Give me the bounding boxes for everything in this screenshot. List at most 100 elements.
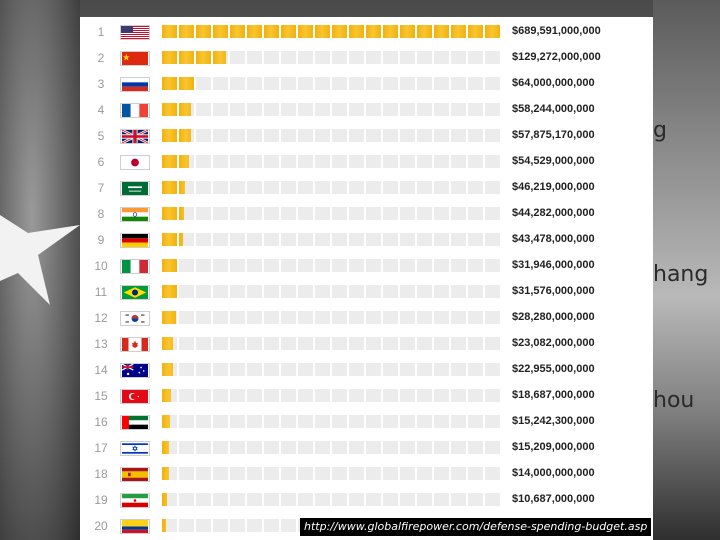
flag-spain-icon (120, 467, 150, 482)
rank-label: 17 (94, 441, 108, 455)
bar-value-label: $15,242,300,000 (512, 415, 595, 427)
bar-track (162, 155, 502, 168)
rank-label: 11 (94, 285, 108, 299)
bar-track (162, 389, 502, 402)
flag-italy-icon (120, 259, 150, 274)
bar (162, 441, 169, 454)
bar-track (162, 181, 502, 194)
rank-label: 2 (97, 51, 105, 65)
chart-row: 10 $31,946,000,000 (80, 252, 653, 278)
bar (162, 519, 166, 532)
bar (162, 493, 167, 506)
bar-track (162, 337, 502, 350)
bar-value-label: $44,282,000,000 (512, 207, 595, 219)
rank-label: 8 (97, 207, 105, 221)
bar-track (162, 311, 502, 324)
background-word-1: g (653, 118, 667, 143)
chart-row: 18 $14,000,000,000 (80, 460, 653, 486)
rank-label: 18 (94, 467, 108, 481)
chart-row: 14 $22,955,000,000 (80, 356, 653, 382)
bar (162, 129, 191, 142)
chart-row: 3 $64,000,000,000 (80, 70, 653, 96)
bar-track (162, 285, 502, 298)
chart-row: 6 $54,529,000,000 (80, 148, 653, 174)
flag-south-korea-icon (120, 311, 150, 326)
chart-row: 2 $129,272,000,000 (80, 44, 653, 70)
background-word-2: hang (653, 262, 709, 287)
ranking-chart: 1 $689,591,000,000 2 $129,272,000,000 3 $64,0… (80, 17, 653, 540)
flag-france-icon (120, 103, 150, 118)
flag-israel-icon (120, 441, 150, 456)
bar (162, 389, 171, 402)
star-decoration-icon (0, 215, 80, 305)
bar (162, 207, 184, 220)
bar (162, 155, 189, 168)
bar (162, 285, 178, 298)
bar-track (162, 415, 502, 428)
flag-turkey-icon (120, 389, 150, 404)
bar-track (162, 493, 502, 506)
bar (162, 25, 502, 38)
bar (162, 51, 226, 64)
bar-value-label: $57,875,170,000 (512, 129, 595, 141)
chart-row: 17 $15,209,000,000 (80, 434, 653, 460)
rank-label: 14 (94, 363, 108, 377)
bar (162, 103, 191, 116)
bar-track (162, 467, 502, 480)
bar (162, 311, 176, 324)
flag-uk-icon (120, 129, 150, 144)
bar-track (162, 233, 502, 246)
bar-value-label: $46,219,000,000 (512, 181, 595, 193)
bar (162, 259, 178, 272)
flag-japan-icon (120, 155, 150, 170)
chart-row: 9 $43,478,000,000 (80, 226, 653, 252)
bar-value-label: $28,280,000,000 (512, 311, 595, 323)
bar (162, 363, 173, 376)
rank-label: 3 (97, 77, 105, 91)
bar-track (162, 363, 502, 376)
bar (162, 77, 194, 90)
chart-row: 11 $31,576,000,000 (80, 278, 653, 304)
bar-track (162, 259, 502, 272)
chart-row: 16 $15,242,300,000 (80, 408, 653, 434)
rank-label: 7 (97, 181, 105, 195)
bar-track (162, 51, 502, 64)
flag-china-icon (120, 51, 150, 66)
bar-track (162, 129, 502, 142)
bar-value-label: $54,529,000,000 (512, 155, 595, 167)
bar-value-label: $10,687,000,000 (512, 493, 595, 505)
bar-value-label: $31,576,000,000 (512, 285, 595, 297)
rank-label: 13 (94, 337, 108, 351)
flag-germany-icon (120, 233, 150, 248)
chart-row: 15 $18,687,000,000 (80, 382, 653, 408)
bar-value-label: $18,687,000,000 (512, 389, 595, 401)
chart-row: 5 $57,875,170,000 (80, 122, 653, 148)
bar-value-label: $129,272,000,000 (512, 51, 601, 63)
rank-label: 10 (94, 259, 108, 273)
rank-label: 4 (97, 103, 105, 117)
chart-row: 4 $58,244,000,000 (80, 96, 653, 122)
bar-value-label: $689,591,000,000 (512, 25, 601, 37)
bar-value-label: $64,000,000,000 (512, 77, 595, 89)
chart-row: 1 $689,591,000,000 (80, 18, 653, 44)
rank-label: 20 (94, 519, 108, 533)
chart-row: 8 $44,282,000,000 (80, 200, 653, 226)
rank-label: 15 (94, 389, 108, 403)
bar-value-label: $15,209,000,000 (512, 441, 595, 453)
rank-label: 16 (94, 415, 108, 429)
chart-row: 19 $10,687,000,000 (80, 486, 653, 512)
flag-russia-icon (120, 77, 150, 92)
bar (162, 233, 183, 246)
background-right (653, 0, 720, 540)
bar-value-label: $31,946,000,000 (512, 259, 595, 271)
flag-india-icon (120, 207, 150, 222)
flag-brazil-icon (120, 285, 150, 300)
source-url-label: http://www.globalfirepower.com/defense-s… (300, 518, 652, 536)
flag-uae-icon (120, 415, 150, 430)
chart-row: 13 $23,082,000,000 (80, 330, 653, 356)
bar (162, 467, 169, 480)
rank-label: 6 (97, 155, 105, 169)
chart-row: 12 $28,280,000,000 (80, 304, 653, 330)
rank-label: 12 (94, 311, 108, 325)
bar-value-label: $23,082,000,000 (512, 337, 595, 349)
